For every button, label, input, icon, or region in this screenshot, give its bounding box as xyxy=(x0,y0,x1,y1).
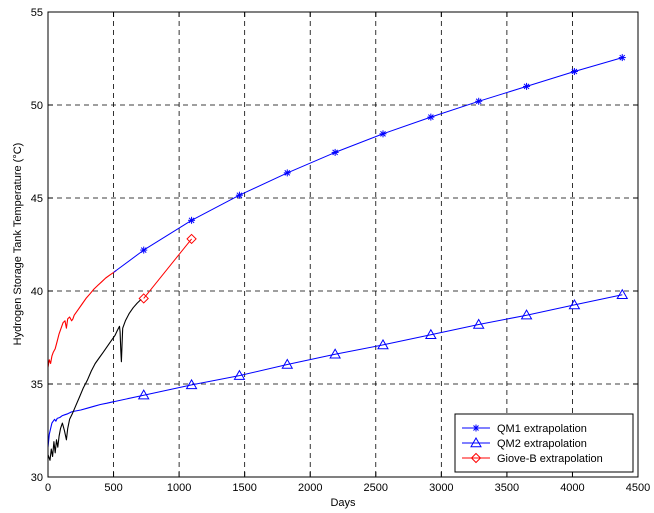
y-tick-label: 35 xyxy=(31,379,43,391)
series-0-point xyxy=(570,68,578,76)
series-layer xyxy=(47,57,623,461)
y-tick-label: 40 xyxy=(31,286,43,298)
legend-marker xyxy=(470,452,482,464)
x-tick-label: 1500 xyxy=(232,482,256,494)
x-axis-label: Days xyxy=(330,497,356,509)
x-tick-label: 4000 xyxy=(560,482,584,494)
measured-trace-1 xyxy=(47,401,114,448)
x-tick-label: 1000 xyxy=(167,482,191,494)
y-tick-label: 30 xyxy=(31,472,43,484)
y-tick-label: 55 xyxy=(31,7,43,19)
x-tick-label: 4500 xyxy=(626,482,650,494)
series-0-point xyxy=(379,130,387,138)
series-0-point xyxy=(331,148,339,156)
series-0-point xyxy=(618,54,626,62)
series-0-point xyxy=(188,216,196,224)
series-2-point xyxy=(186,233,197,245)
series-1-point xyxy=(281,358,294,369)
x-tick-label: 3500 xyxy=(495,482,519,494)
series-0-point xyxy=(235,191,243,199)
series-0-point xyxy=(140,246,148,254)
series-0-point xyxy=(523,82,531,90)
series-1-point xyxy=(520,309,533,320)
x-tick-label: 2500 xyxy=(364,482,388,494)
series-1-point xyxy=(568,298,581,310)
series-line-0 xyxy=(113,57,623,273)
legend-marker xyxy=(472,424,480,432)
legend-label: QM2 extrapolation xyxy=(497,438,587,450)
series-1-point xyxy=(329,348,341,359)
legend-label: Giove-B extrapolation xyxy=(497,453,603,465)
x-tick-label: 0 xyxy=(45,482,51,494)
measured-trace-2 xyxy=(47,299,142,461)
series-0-point xyxy=(475,97,483,105)
plot-frame xyxy=(47,11,639,478)
series-1-point xyxy=(185,378,198,390)
measured-trace-0 xyxy=(47,270,117,368)
grid xyxy=(48,12,638,477)
series-line-1 xyxy=(113,294,623,403)
series-1-point xyxy=(233,369,246,380)
ticks: 0 500 1000 1500 2000 2500 3000 3500 4000 4500 30 35… xyxy=(31,7,650,494)
series-line-2 xyxy=(143,238,192,299)
series-0-point xyxy=(283,169,291,177)
y-tick-label: 45 xyxy=(31,193,43,205)
legend: QM1 extrapolation QM2 extrapolation Giove-… xyxy=(454,413,634,473)
series-1-point xyxy=(472,318,485,329)
legend-marker xyxy=(470,436,482,448)
series-0-point xyxy=(427,113,435,121)
legend-label: QM1 extrapolation xyxy=(497,423,587,435)
series-1-point xyxy=(424,328,437,339)
plot-background xyxy=(48,12,638,477)
series-1-point xyxy=(616,288,629,299)
series-2-point xyxy=(138,293,149,304)
marker-layer xyxy=(137,54,629,400)
x-tick-label: 2000 xyxy=(298,482,322,494)
series-1-point xyxy=(137,389,150,400)
y-tick-label: 50 xyxy=(31,100,43,112)
x-tick-label: 500 xyxy=(104,482,122,494)
x-tick-label: 3000 xyxy=(429,482,453,494)
series-1-point xyxy=(377,338,389,350)
y-axis-label: Hydrogen Storage Tank Temperature (°C) xyxy=(12,143,24,346)
